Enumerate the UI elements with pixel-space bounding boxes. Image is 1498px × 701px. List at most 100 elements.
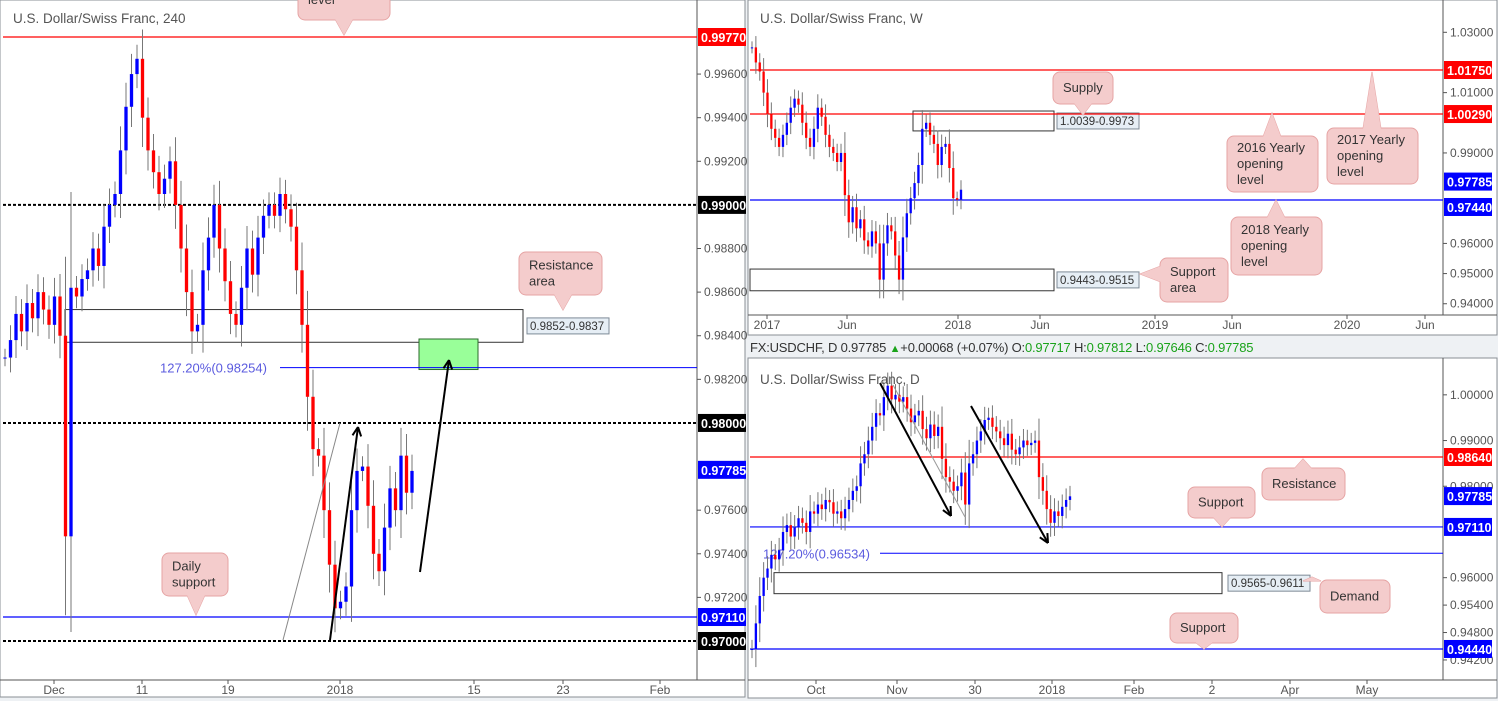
arrow-head-icon bbox=[942, 509, 952, 517]
candle-body bbox=[840, 511, 843, 519]
candle-body bbox=[766, 568, 769, 578]
candles bbox=[3, 29, 414, 633]
candle-body bbox=[940, 426, 944, 459]
candle-body bbox=[1014, 449, 1017, 455]
candle-body bbox=[294, 226, 299, 271]
open-label: O: bbox=[1011, 340, 1026, 355]
zone-box bbox=[773, 572, 1223, 595]
candle-body bbox=[859, 219, 862, 229]
x-tick-label: 2017 bbox=[754, 318, 781, 332]
close-label: C: bbox=[1195, 340, 1208, 355]
candle-body bbox=[1002, 438, 1006, 446]
candle-body bbox=[874, 413, 878, 427]
callout-annotation[interactable]: level bbox=[297, 0, 391, 37]
callout-annotation[interactable]: Supply bbox=[1052, 71, 1114, 116]
chart-panel-h4[interactable]: 0.99600 0.99400 0.99200 0.98800 0.98600 0.984… bbox=[0, 0, 748, 698]
x-tick-label: Feb bbox=[650, 683, 671, 697]
zone-label-box bbox=[526, 317, 610, 335]
trend-arrow[interactable] bbox=[329, 426, 359, 641]
candle-body bbox=[836, 511, 839, 514]
x-tick-label: Apr bbox=[1281, 683, 1300, 697]
candle-body bbox=[917, 165, 920, 184]
callout-annotation[interactable]: Support bbox=[1169, 612, 1239, 650]
candle-body bbox=[201, 270, 205, 325]
candle-body bbox=[832, 146, 835, 153]
candle-body bbox=[835, 152, 839, 162]
candle-body bbox=[179, 204, 183, 249]
candles bbox=[750, 371, 1072, 668]
candle-body bbox=[245, 248, 249, 288]
candle-body bbox=[932, 134, 936, 144]
zone-label: 0.9565-0.9611 bbox=[1231, 578, 1304, 590]
candle-body bbox=[905, 397, 909, 409]
candle-body bbox=[820, 504, 823, 510]
x-tick-label: Jun bbox=[1030, 318, 1049, 332]
candle-body bbox=[874, 231, 878, 244]
candle-body bbox=[754, 623, 758, 649]
trend-arrow[interactable] bbox=[419, 359, 450, 573]
x-tick-label: 15 bbox=[467, 683, 481, 697]
candle-body bbox=[107, 204, 112, 227]
candles bbox=[750, 36, 963, 301]
trend-arrow[interactable] bbox=[970, 405, 1049, 544]
candle-body bbox=[750, 648, 754, 650]
x-tick-label: 2020 bbox=[1334, 318, 1361, 332]
level-price-tag: 1.00290 bbox=[1444, 105, 1492, 124]
candle-body bbox=[936, 143, 939, 166]
candle-body bbox=[867, 440, 870, 455]
candle-body bbox=[886, 385, 889, 398]
candle-body bbox=[1053, 511, 1056, 523]
candle-body bbox=[80, 279, 84, 297]
candle-body bbox=[774, 128, 777, 138]
candle-body bbox=[146, 117, 150, 151]
y-tick-label: 0.99000 bbox=[1450, 146, 1494, 160]
symbol-label: FX:USDCHF, D bbox=[750, 340, 838, 355]
y-tick-label: 1.01000 bbox=[1450, 86, 1494, 100]
level-price-tag: 0.97110 bbox=[1444, 517, 1492, 536]
callout-annotation[interactable]: Support bbox=[1187, 486, 1256, 528]
candle-body bbox=[948, 143, 951, 169]
callout-text: level bbox=[308, 0, 335, 7]
candle-body bbox=[212, 204, 216, 238]
callout-text: Daily bbox=[172, 559, 201, 574]
candle-body bbox=[377, 553, 381, 572]
trend-line[interactable] bbox=[282, 422, 341, 641]
x-tick-label: 19 bbox=[221, 683, 235, 697]
candle-body bbox=[168, 161, 172, 179]
candle-body bbox=[770, 554, 773, 569]
candle-body bbox=[843, 152, 847, 196]
candle-body bbox=[824, 116, 827, 135]
candle-body bbox=[897, 255, 901, 280]
candle-body bbox=[8, 340, 13, 358]
low-value: 0.97646 bbox=[1146, 340, 1192, 355]
callout-text: level bbox=[1237, 172, 1264, 187]
callout-annotation[interactable]: Resistance bbox=[1261, 458, 1346, 501]
candle-body bbox=[223, 248, 227, 282]
candle-body bbox=[785, 525, 789, 532]
candle-body bbox=[327, 510, 332, 565]
callout-text: Resistance bbox=[529, 258, 593, 273]
chart-panel-weekly[interactable]: 1.03000 1.01000 0.99000 0.96000 0.95000 0.940… bbox=[747, 0, 1498, 336]
y-tick-label: 0.98200 bbox=[704, 372, 748, 386]
candle-body bbox=[866, 240, 870, 247]
candle-body bbox=[952, 168, 955, 199]
current-price-tag-text: 0.97785 bbox=[1447, 490, 1492, 504]
chart-panel-daily[interactable]: 1.000000.990000.980000.960000.954000.948… bbox=[747, 357, 1498, 699]
candle-body bbox=[234, 313, 238, 325]
candle-body bbox=[777, 550, 781, 560]
candle-body bbox=[750, 47, 754, 49]
callout-annotation[interactable]: Demand bbox=[1302, 576, 1391, 614]
candle-body bbox=[871, 426, 874, 441]
candle-body bbox=[789, 525, 792, 537]
callout-text: area bbox=[529, 274, 556, 289]
trend-arrow[interactable] bbox=[879, 382, 952, 517]
trend-line[interactable] bbox=[892, 384, 966, 518]
candle-body bbox=[30, 303, 35, 319]
